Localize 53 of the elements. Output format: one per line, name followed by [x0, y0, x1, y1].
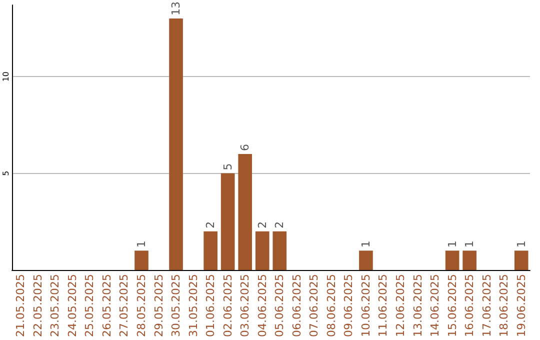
x-tick-label: 26.05.2025 — [100, 274, 114, 338]
data-label: 6 — [238, 144, 252, 151]
data-label: 2 — [256, 221, 269, 228]
x-tick-label: 27.05.2025 — [118, 274, 131, 338]
x-tick-label: 31.05.2025 — [186, 274, 200, 338]
bar — [445, 250, 460, 270]
x-tick-label: 21.05.2025 — [14, 274, 28, 338]
x-tick-label: 10.06.2025 — [359, 274, 372, 338]
x-tick-label: 07.06.2025 — [308, 274, 321, 338]
x-tick-label: 23.05.2025 — [48, 274, 62, 338]
bar — [272, 231, 287, 270]
x-tick-label: 05.06.2025 — [273, 274, 286, 338]
x-tick-label: 12.06.2025 — [394, 274, 407, 338]
data-label: 5 — [221, 163, 234, 170]
x-tick-label: 13.06.2025 — [411, 274, 424, 338]
x-tick-label: 25.05.2025 — [83, 274, 96, 338]
bar — [134, 250, 148, 270]
x-tick-label: 17.06.2025 — [480, 274, 494, 338]
data-label: 2 — [204, 221, 218, 228]
data-label: 1 — [514, 240, 528, 248]
x-tick-label: 18.06.2025 — [498, 274, 511, 338]
data-label: 1 — [359, 240, 372, 248]
x-tick-label: 08.06.2025 — [324, 274, 338, 338]
bar — [462, 250, 476, 270]
x-tick-label: 24.05.2025 — [66, 274, 79, 338]
x-tick-label: 11.06.2025 — [376, 274, 390, 338]
x-tick-label: 28.05.2025 — [135, 274, 148, 338]
x-tick-label: 22.05.2025 — [31, 274, 44, 338]
x-tick-label: 30.05.2025 — [170, 274, 183, 338]
data-label: 2 — [273, 221, 286, 228]
data-label: 1 — [463, 240, 476, 248]
bar — [169, 18, 183, 270]
x-tick-label: 02.06.2025 — [221, 274, 234, 338]
x-tick-label: 14.06.2025 — [428, 274, 442, 338]
bar — [255, 231, 270, 270]
x-tick-label: 29.05.2025 — [152, 274, 166, 338]
x-tick-label: 06.06.2025 — [290, 274, 304, 338]
data-label: 1 — [135, 240, 148, 248]
x-tick-label: 01.06.2025 — [204, 274, 218, 338]
y-tick-label: 10 — [2, 71, 10, 82]
bar — [359, 250, 373, 270]
bar — [514, 250, 528, 270]
x-tick-label: 15.06.2025 — [446, 274, 459, 338]
x-tick-label: 16.06.2025 — [463, 274, 476, 338]
x-tick-label: 09.06.2025 — [342, 274, 356, 338]
data-label: 1 — [446, 240, 459, 248]
bar — [238, 154, 252, 270]
x-tick-label: 03.06.2025 — [238, 274, 252, 338]
bar — [220, 173, 235, 270]
x-tick-label: 19.06.2025 — [514, 274, 528, 338]
data-label: 13 — [170, 2, 183, 16]
bar — [204, 231, 218, 270]
x-tick-label: 04.06.2025 — [256, 274, 269, 338]
